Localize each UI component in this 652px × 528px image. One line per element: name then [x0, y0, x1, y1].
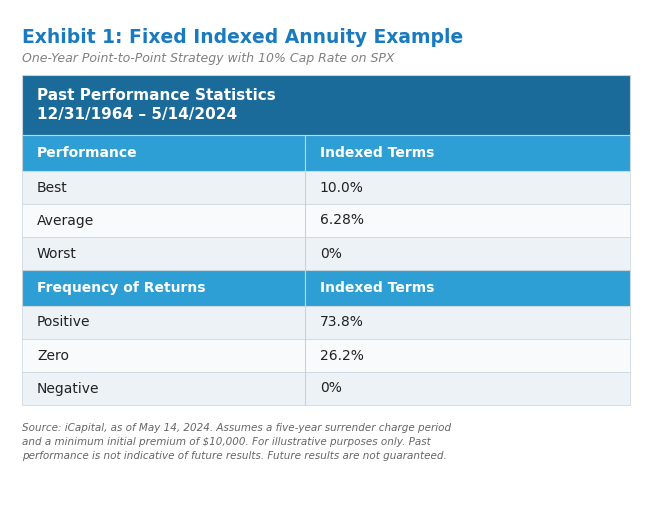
Text: Source: iCapital, as of May 14, 2024. Assumes a five-year surrender charge perio: Source: iCapital, as of May 14, 2024. As…: [22, 423, 451, 461]
Text: 26.2%: 26.2%: [319, 348, 364, 363]
Bar: [22, 270, 304, 306]
Bar: [22, 339, 630, 372]
Bar: [22, 135, 304, 171]
Bar: [304, 270, 630, 306]
Text: Negative: Negative: [37, 382, 100, 395]
Text: 73.8%: 73.8%: [319, 316, 364, 329]
Text: Frequency of Returns: Frequency of Returns: [37, 281, 205, 295]
Bar: [304, 135, 630, 171]
Text: Indexed Terms: Indexed Terms: [319, 146, 434, 160]
Text: 10.0%: 10.0%: [319, 181, 364, 194]
Text: 6.28%: 6.28%: [319, 213, 364, 228]
Bar: [22, 237, 630, 270]
Bar: [22, 204, 630, 237]
Text: 0%: 0%: [319, 382, 342, 395]
Text: Past Performance Statistics
12/31/1964 – 5/14/2024: Past Performance Statistics 12/31/1964 –…: [37, 88, 276, 122]
Text: Indexed Terms: Indexed Terms: [319, 281, 434, 295]
Bar: [22, 171, 630, 204]
Text: Exhibit 1: Fixed Indexed Annuity Example: Exhibit 1: Fixed Indexed Annuity Example: [22, 28, 464, 47]
Text: 0%: 0%: [319, 247, 342, 260]
Bar: [22, 372, 630, 405]
Bar: [22, 75, 630, 135]
Text: Positive: Positive: [37, 316, 91, 329]
Text: Worst: Worst: [37, 247, 77, 260]
Text: One-Year Point-to-Point Strategy with 10% Cap Rate on SPX: One-Year Point-to-Point Strategy with 10…: [22, 52, 394, 65]
Text: Best: Best: [37, 181, 68, 194]
Bar: [22, 306, 630, 339]
Text: Average: Average: [37, 213, 95, 228]
Text: Zero: Zero: [37, 348, 69, 363]
Text: Performance: Performance: [37, 146, 138, 160]
